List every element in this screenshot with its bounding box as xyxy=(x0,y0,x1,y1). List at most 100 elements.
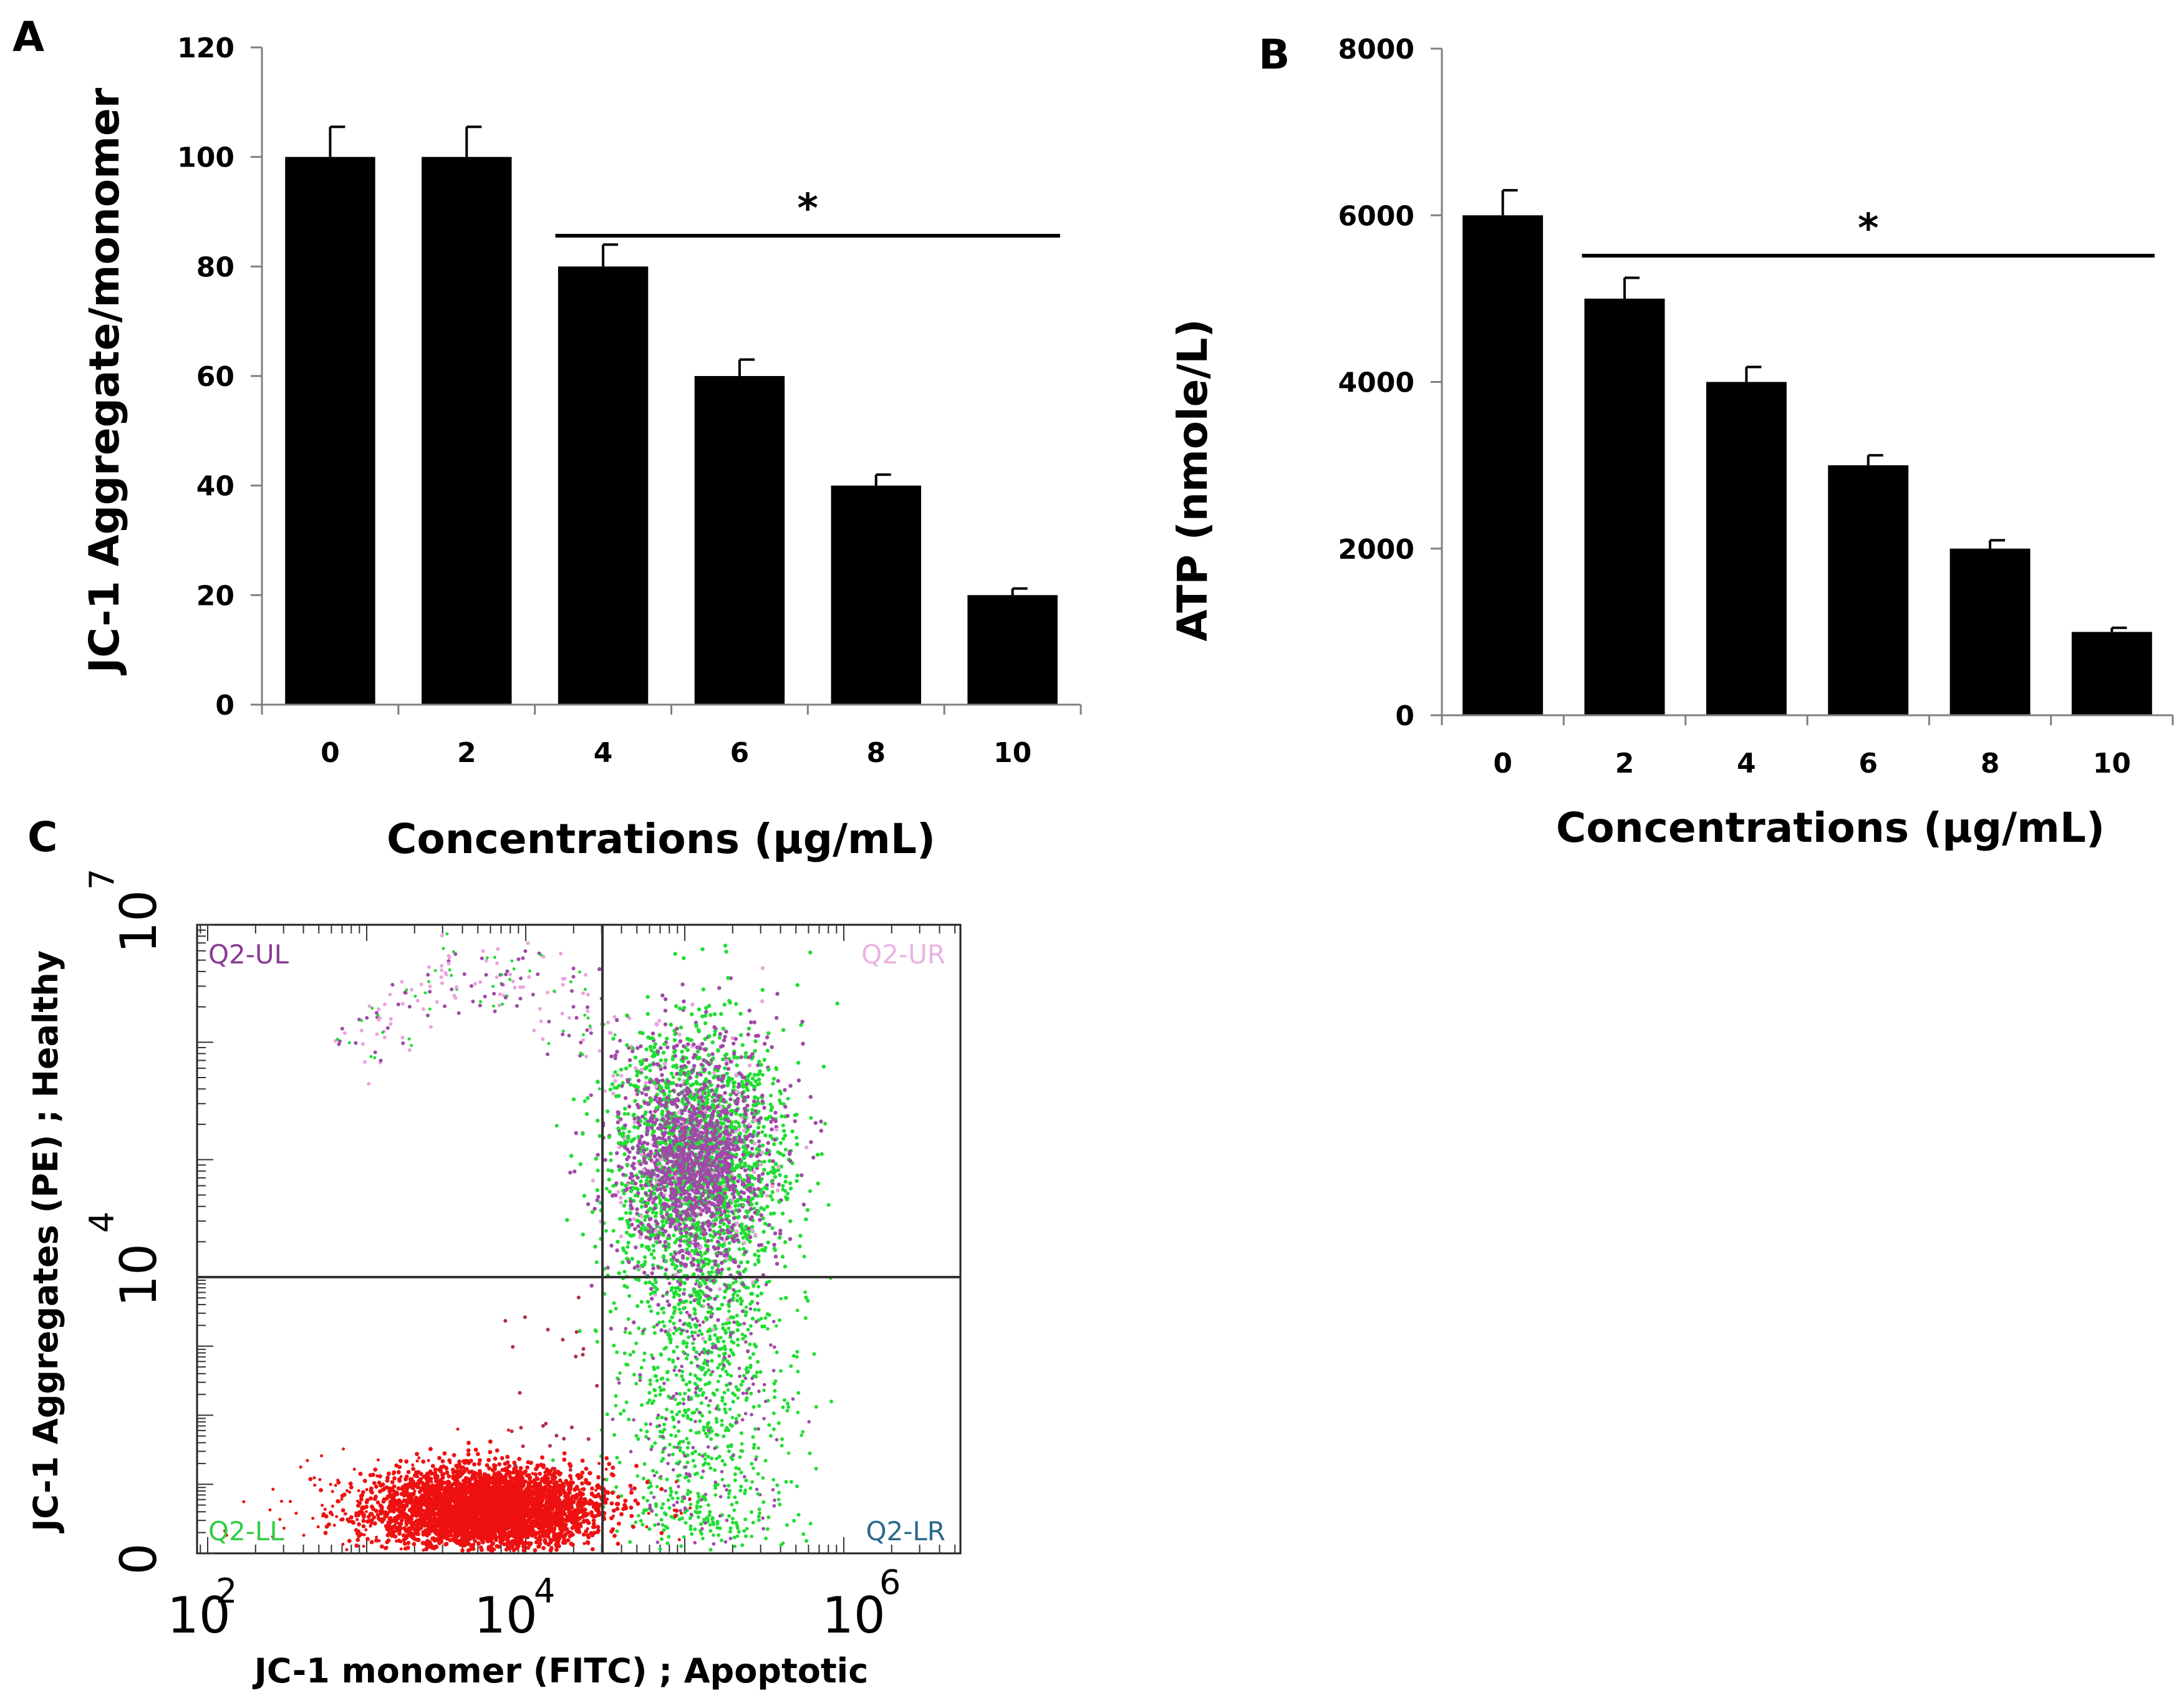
panel-c-event-dot xyxy=(654,1084,659,1089)
panel-c-event-dot xyxy=(674,1207,678,1212)
panel-c-event-dot xyxy=(735,1523,739,1528)
panel-c-event-dot xyxy=(724,1124,729,1129)
panel-c-event-dot xyxy=(656,1126,660,1131)
panel-c-event-dot xyxy=(733,1545,737,1548)
panel-c-event-dot xyxy=(547,1042,551,1045)
panel-c-event-dot xyxy=(722,1098,726,1102)
panel-c-event-dot xyxy=(679,1238,683,1243)
panel-c-event-dot xyxy=(709,1305,713,1310)
panel-c-event-dot xyxy=(718,1126,723,1130)
panel-c-event-dot xyxy=(752,1187,756,1192)
panel-c-event-dot xyxy=(727,1303,730,1306)
panel-c-event-dot xyxy=(669,1493,673,1497)
panel-c-event-dot xyxy=(722,1152,727,1156)
panel-c-event-dot xyxy=(756,1514,761,1518)
panel-c-event-dot xyxy=(531,993,535,996)
panel-c-event-dot xyxy=(631,1146,635,1151)
panel-c-event-dot xyxy=(780,1444,784,1448)
panel-c-event-dot xyxy=(655,1144,659,1149)
panel-c-event-dot xyxy=(740,1333,745,1336)
panel-c-event-dot xyxy=(658,1154,662,1159)
panel-c-event-dot xyxy=(789,1364,793,1368)
panel-c-event-dot xyxy=(595,1198,599,1203)
panel-c-event-dot xyxy=(796,1078,801,1083)
panel-c-event-dot xyxy=(788,1237,793,1242)
panel-c-event-dot xyxy=(669,1490,674,1494)
panel-c-event-dot xyxy=(707,1071,712,1075)
panel-c-event-dot xyxy=(739,1302,743,1306)
panel-c-event-dot xyxy=(766,1068,771,1072)
panel-c-event-dot xyxy=(538,1006,542,1011)
panel-c-event-dot xyxy=(654,1504,659,1508)
panel-c-event-dot xyxy=(755,1147,759,1151)
panel-c-event-dot xyxy=(629,1083,633,1087)
panel-c-event-dot xyxy=(661,1185,666,1190)
panel-c-event-dot xyxy=(636,1105,641,1110)
panel-c-event-dot xyxy=(692,1298,697,1303)
panel-c-event-dot xyxy=(761,1207,766,1212)
panel-c-event-dot xyxy=(628,1175,632,1180)
panel-c-event-dot xyxy=(699,1387,703,1391)
panel-c-event-dot xyxy=(379,1058,383,1063)
panel-c-event-dot xyxy=(744,1479,748,1483)
panel-c-event-dot xyxy=(753,1210,757,1215)
panel-c-event-dot xyxy=(480,956,484,960)
panel-c-event-dot xyxy=(445,932,449,936)
panel-c-event-dot xyxy=(653,1290,657,1295)
panel-c-event-dot xyxy=(687,1237,692,1242)
panel-c-event-dot xyxy=(726,1209,731,1214)
panel-c-event-dot xyxy=(723,1066,727,1071)
panel-c-event-dot xyxy=(660,1215,665,1219)
panel-c-event-dot xyxy=(646,1152,651,1157)
panel-c-event-dot xyxy=(632,1125,637,1129)
panel-c-event-dot xyxy=(765,1048,770,1053)
panel-c-event-dot xyxy=(732,1168,737,1173)
panel-c-event-dot xyxy=(606,1265,610,1270)
panel-c-event-dot xyxy=(691,1198,695,1202)
panel-c-event-dot xyxy=(685,1125,689,1130)
panel-c-event-dot xyxy=(369,1054,373,1058)
panel-c-event-dot xyxy=(632,1121,637,1125)
panel-c-event-dot xyxy=(614,1485,619,1489)
panel-c-event-dot xyxy=(699,1134,704,1139)
panel-c-event-dot xyxy=(679,1163,684,1167)
panel-c-event-dot xyxy=(728,1097,733,1102)
panel-c-event-dot xyxy=(730,1210,735,1214)
panel-c-event-dot xyxy=(699,1401,703,1406)
panel-c-event-dot xyxy=(660,1112,664,1116)
panel-c-event-dot xyxy=(727,1484,731,1488)
panel-c-event-dot xyxy=(715,1420,719,1424)
panel-c-event-dot xyxy=(718,1121,723,1125)
panel-c-event-dot xyxy=(730,1184,735,1188)
panel-c-event-dot xyxy=(751,1520,755,1525)
panel-c-event-dot xyxy=(692,1337,696,1341)
panel-a-bar-4 xyxy=(558,266,649,705)
panel-c-event-dot xyxy=(640,1186,645,1190)
panel-c-event-dot xyxy=(781,1136,786,1141)
panel-c-event-dot xyxy=(672,1295,676,1299)
panel-c-event-dot xyxy=(367,1082,371,1086)
panel-c-event-dot xyxy=(662,1042,667,1046)
panel-c-event-dot xyxy=(720,1303,725,1307)
panel-c-event-dot xyxy=(623,1139,627,1144)
panel-c-event-dot xyxy=(643,1218,647,1222)
panel-c-event-dot xyxy=(704,1122,709,1126)
panel-c-event-dot xyxy=(703,1431,708,1435)
panel-c-event-dot xyxy=(627,1058,632,1063)
panel-c-event-dot xyxy=(655,1323,659,1327)
panel-c-event-dot xyxy=(718,1132,723,1137)
panel-c-event-dot xyxy=(655,1158,659,1162)
panel-c-event-dot xyxy=(611,1417,615,1421)
panel-c-event-dot xyxy=(589,1283,594,1288)
panel-c-event-dot xyxy=(763,1459,768,1463)
panel-c-event-dot xyxy=(389,1022,393,1026)
panel-a-y-tick-label: 20 xyxy=(196,580,234,612)
panel-c-event-dot xyxy=(689,1232,693,1237)
panel-c-event-dot xyxy=(749,1154,753,1158)
panel-c-event-dot xyxy=(692,1348,696,1352)
panel-c-event-dot xyxy=(675,1043,679,1048)
panel-c-event-dot xyxy=(796,1411,800,1414)
panel-c-event-dot xyxy=(775,1016,779,1020)
panel-c-event-dot xyxy=(655,1174,660,1178)
